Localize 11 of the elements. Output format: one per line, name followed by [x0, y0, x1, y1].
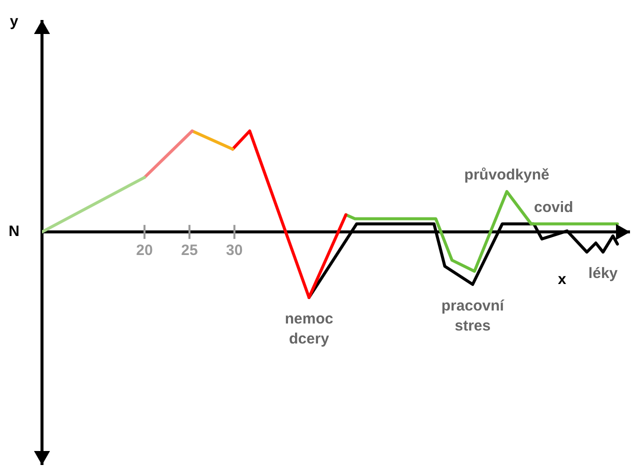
annotation: léky — [588, 265, 618, 282]
x-tick-label: 20 — [136, 242, 153, 260]
annotation: průvodkyně — [464, 166, 550, 184]
text: N — [8, 223, 20, 240]
text: y — [10, 13, 19, 30]
x-tick-label: 30 — [226, 242, 243, 260]
annotation: covid — [534, 198, 574, 216]
x-axis-title: x — [558, 271, 567, 288]
x-tick-label: 25 — [181, 242, 198, 260]
annotation: nemoc dcery — [284, 310, 334, 348]
annotation: pracovní stres — [441, 298, 505, 335]
